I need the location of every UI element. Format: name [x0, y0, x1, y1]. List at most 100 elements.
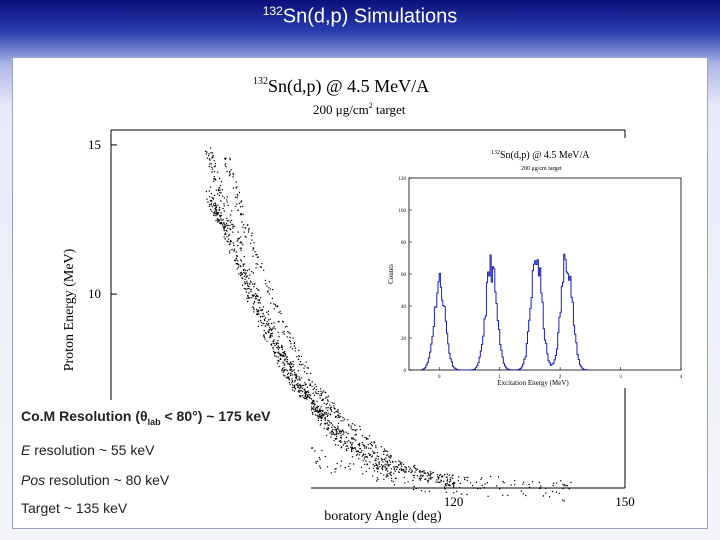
scatter-point	[374, 452, 376, 454]
scatter-point	[384, 463, 386, 465]
scatter-point	[325, 422, 327, 424]
scatter-point	[291, 384, 294, 386]
scatter-point	[355, 433, 357, 436]
scatter-point	[325, 413, 327, 415]
scatter-point	[337, 425, 339, 427]
scatter-point	[381, 466, 384, 468]
scatter-point	[366, 456, 369, 459]
scatter-point	[376, 471, 379, 473]
scatter-point	[223, 228, 225, 230]
scatter-point	[359, 451, 361, 454]
scatter-point	[328, 424, 330, 426]
scatter-point	[389, 473, 391, 476]
scatter-point	[260, 321, 262, 324]
scatter-point	[448, 481, 451, 483]
scatter-point	[309, 394, 312, 396]
scatter-point	[528, 486, 531, 488]
scatter-point	[279, 353, 281, 356]
scatter-point	[327, 407, 329, 409]
scatter-point	[454, 482, 456, 484]
scatter-point	[218, 206, 221, 209]
scatter-point	[340, 437, 343, 439]
scatter-point	[313, 406, 315, 408]
scatter-point	[302, 363, 304, 365]
scatter-point	[368, 467, 370, 469]
scatter-point	[285, 358, 287, 360]
scatter-point	[337, 409, 339, 411]
scatter-point	[243, 287, 246, 290]
scatter-point	[381, 468, 384, 471]
scatter-point	[243, 223, 245, 226]
scatter-point	[216, 218, 219, 220]
scatter-point	[503, 482, 505, 484]
scatter-point	[243, 231, 245, 233]
scatter-point	[205, 153, 208, 155]
scatter-point	[337, 414, 339, 416]
scatter-point	[314, 391, 317, 393]
scatter-point	[471, 484, 474, 487]
scatter-point	[352, 463, 355, 465]
scatter-point	[261, 262, 263, 265]
scatter-point	[345, 436, 348, 439]
scatter-point	[362, 460, 364, 462]
scatter-point	[324, 417, 326, 419]
scatter-point	[229, 228, 231, 230]
scatter-point	[408, 470, 410, 473]
scatter-point	[269, 318, 271, 320]
scatter-point	[280, 354, 282, 357]
scatter-point	[214, 162, 217, 165]
scatter-point	[302, 395, 304, 397]
scatter-point	[284, 351, 286, 353]
scatter-point	[254, 251, 256, 253]
scatter-point	[298, 355, 300, 357]
scatter-point	[253, 311, 255, 313]
scatter-point	[229, 159, 231, 161]
scatter-point	[371, 441, 373, 443]
scatter-point	[346, 445, 349, 447]
scatter-point	[401, 465, 403, 467]
scatter-point	[404, 466, 406, 468]
scatter-point	[304, 382, 306, 384]
scatter-point	[402, 470, 404, 472]
scatter-point	[382, 461, 384, 463]
scatter-point	[335, 437, 337, 440]
scatter-point	[326, 422, 329, 424]
scatter-point	[387, 464, 390, 466]
main-chart-subtitle: 200 μg/cm2 target	[313, 101, 406, 117]
scatter-point	[269, 335, 271, 338]
scatter-point	[232, 187, 235, 189]
scatter-point	[329, 407, 331, 409]
scatter-point	[229, 250, 231, 252]
scatter-point	[232, 172, 234, 175]
scatter-point	[278, 365, 280, 368]
scatter-point	[284, 355, 286, 357]
scatter-point	[363, 463, 366, 465]
scatter-point	[247, 296, 249, 298]
scatter-point	[224, 164, 226, 166]
scatter-point	[273, 343, 276, 345]
scatter-point	[238, 237, 241, 239]
scatter-point	[319, 410, 322, 413]
scatter-point	[229, 173, 231, 176]
scatter-point	[233, 248, 236, 250]
scatter-point	[305, 383, 307, 385]
scatter-point	[340, 430, 343, 433]
scatter-point	[365, 456, 367, 458]
scatter-point	[370, 456, 373, 458]
scatter-point	[282, 361, 284, 363]
scatter-point	[225, 229, 227, 232]
scatter-point	[215, 203, 217, 205]
scatter-point	[405, 471, 407, 473]
scatter-point	[308, 394, 310, 396]
scatter-point	[389, 463, 391, 466]
scatter-point	[259, 266, 261, 268]
scatter-point	[306, 386, 309, 388]
scatter-point	[340, 415, 342, 418]
scatter-point	[225, 222, 228, 225]
scatter-point	[301, 384, 303, 387]
scatter-point	[258, 313, 260, 315]
scatter-point	[220, 218, 222, 220]
scatter-point	[522, 483, 524, 485]
scatter-point	[309, 372, 312, 375]
main-x-axis-label: boratory Angle (deg)	[324, 509, 442, 524]
